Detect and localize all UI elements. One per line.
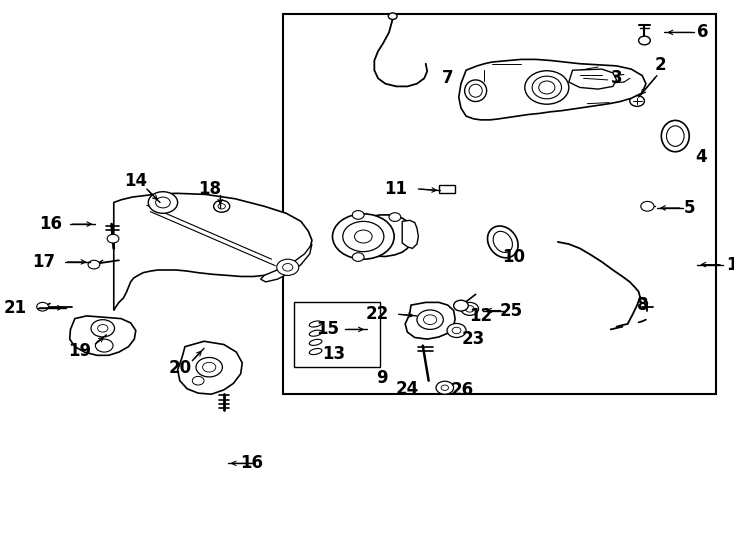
Text: 26: 26 bbox=[451, 381, 474, 400]
Circle shape bbox=[639, 36, 650, 45]
Ellipse shape bbox=[309, 348, 322, 355]
Ellipse shape bbox=[487, 226, 518, 258]
Circle shape bbox=[283, 264, 293, 271]
Ellipse shape bbox=[309, 321, 322, 327]
Text: 10: 10 bbox=[502, 247, 526, 266]
Text: 5: 5 bbox=[684, 199, 696, 217]
Ellipse shape bbox=[661, 120, 689, 152]
Circle shape bbox=[95, 339, 113, 352]
Circle shape bbox=[214, 200, 230, 212]
Text: 14: 14 bbox=[124, 172, 148, 190]
Text: 8: 8 bbox=[636, 296, 648, 314]
Text: 19: 19 bbox=[68, 342, 91, 360]
Text: 25: 25 bbox=[500, 301, 523, 320]
Bar bbox=[439, 185, 455, 193]
Text: 15: 15 bbox=[316, 320, 339, 339]
Polygon shape bbox=[178, 341, 242, 394]
Text: 4: 4 bbox=[695, 147, 707, 166]
Polygon shape bbox=[569, 69, 617, 89]
Circle shape bbox=[452, 327, 461, 334]
Ellipse shape bbox=[525, 71, 569, 104]
Ellipse shape bbox=[606, 89, 627, 100]
Circle shape bbox=[148, 192, 178, 213]
Circle shape bbox=[388, 13, 397, 19]
Polygon shape bbox=[261, 244, 312, 282]
Circle shape bbox=[465, 306, 474, 312]
Polygon shape bbox=[70, 316, 136, 355]
Text: 20: 20 bbox=[168, 359, 192, 377]
Circle shape bbox=[192, 376, 204, 385]
Text: 23: 23 bbox=[462, 329, 485, 348]
Circle shape bbox=[98, 325, 108, 332]
Circle shape bbox=[218, 204, 225, 209]
Circle shape bbox=[424, 315, 437, 325]
Text: 3: 3 bbox=[611, 69, 622, 87]
Text: 18: 18 bbox=[197, 180, 221, 198]
Circle shape bbox=[389, 213, 401, 221]
Text: 1: 1 bbox=[727, 255, 734, 274]
Text: 24: 24 bbox=[396, 380, 419, 398]
Text: 16: 16 bbox=[40, 215, 62, 233]
Circle shape bbox=[630, 96, 644, 106]
Ellipse shape bbox=[469, 84, 482, 97]
Circle shape bbox=[88, 260, 100, 269]
Text: 17: 17 bbox=[32, 253, 55, 271]
Circle shape bbox=[352, 211, 364, 219]
Circle shape bbox=[343, 221, 384, 252]
Polygon shape bbox=[360, 215, 413, 256]
Text: 12: 12 bbox=[469, 307, 493, 325]
Text: 6: 6 bbox=[697, 23, 709, 42]
Bar bbox=[294, 302, 380, 367]
Circle shape bbox=[91, 320, 115, 337]
Text: 2: 2 bbox=[655, 56, 666, 74]
Text: 7: 7 bbox=[442, 69, 454, 87]
Circle shape bbox=[352, 253, 364, 261]
Circle shape bbox=[203, 362, 216, 372]
Circle shape bbox=[333, 214, 394, 259]
Polygon shape bbox=[114, 193, 312, 310]
Bar bbox=[283, 14, 716, 394]
Circle shape bbox=[156, 197, 170, 208]
Ellipse shape bbox=[465, 80, 487, 102]
Polygon shape bbox=[459, 59, 646, 120]
Text: 11: 11 bbox=[385, 180, 407, 198]
Circle shape bbox=[454, 300, 468, 311]
Circle shape bbox=[107, 234, 119, 243]
Circle shape bbox=[364, 325, 373, 331]
Text: 9: 9 bbox=[376, 369, 388, 387]
Polygon shape bbox=[402, 220, 418, 248]
Text: 22: 22 bbox=[366, 305, 389, 323]
Ellipse shape bbox=[611, 92, 622, 97]
Ellipse shape bbox=[309, 330, 322, 336]
Circle shape bbox=[196, 357, 222, 377]
Text: 16: 16 bbox=[240, 454, 263, 472]
Ellipse shape bbox=[539, 81, 555, 94]
Circle shape bbox=[441, 385, 448, 390]
Ellipse shape bbox=[493, 231, 512, 253]
Circle shape bbox=[355, 230, 372, 243]
Ellipse shape bbox=[309, 339, 322, 346]
Circle shape bbox=[359, 321, 378, 335]
Ellipse shape bbox=[666, 126, 684, 146]
Ellipse shape bbox=[532, 76, 562, 99]
Circle shape bbox=[417, 310, 443, 329]
Circle shape bbox=[641, 201, 654, 211]
Circle shape bbox=[447, 323, 466, 338]
Polygon shape bbox=[405, 302, 455, 339]
Text: 21: 21 bbox=[4, 299, 27, 317]
Text: 13: 13 bbox=[322, 345, 346, 363]
Circle shape bbox=[461, 302, 479, 315]
Circle shape bbox=[37, 302, 48, 311]
Circle shape bbox=[277, 259, 299, 275]
Circle shape bbox=[436, 381, 454, 394]
